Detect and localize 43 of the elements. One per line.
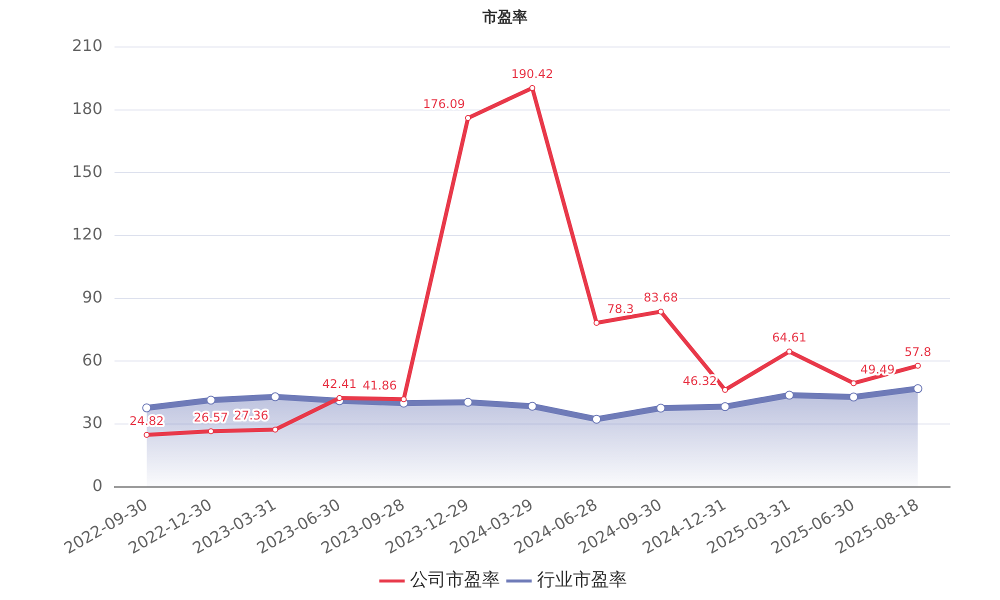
point: [850, 380, 857, 386]
point: [914, 362, 921, 369]
data-label: 57.8: [904, 344, 932, 359]
chart-title: 市盈率: [482, 8, 528, 26]
point: [142, 403, 152, 412]
data-label: 24.82: [129, 414, 164, 428]
point: [784, 390, 794, 400]
point: [465, 115, 472, 122]
point: [270, 392, 280, 402]
point: [722, 386, 728, 393]
point: [400, 396, 407, 402]
point: [272, 426, 278, 433]
data-label: 190.42: [511, 67, 554, 82]
point: [913, 384, 922, 394]
data-label: 64.61: [772, 330, 807, 345]
data-label: 42.41: [322, 377, 357, 392]
point: [720, 402, 730, 412]
data-label: 41.86: [362, 378, 397, 392]
y-tick-label: 150: [72, 162, 103, 181]
point: [206, 396, 216, 405]
point: [528, 402, 537, 411]
y-tick-label: 90: [82, 288, 103, 307]
legend-label: 行业市盈率: [537, 570, 627, 591]
point: [336, 395, 342, 402]
data-label: 78.3: [607, 302, 634, 316]
point: [592, 414, 602, 424]
point: [656, 404, 666, 413]
y-tick-label: 60: [82, 350, 103, 370]
data-label: 27.36: [234, 408, 268, 423]
y-tick-label: 30: [82, 413, 103, 432]
point: [849, 392, 858, 402]
data-label: 49.49: [860, 362, 895, 376]
y-tick-label: 0: [92, 476, 103, 496]
data-label: 26.57: [194, 410, 228, 424]
data-label: 83.68: [644, 290, 678, 305]
y-tick-label: 210: [72, 36, 103, 56]
data-label: 176.09: [423, 97, 466, 112]
point: [658, 308, 664, 315]
data-label: 46.32: [682, 374, 718, 388]
y-tick-label: 180: [72, 98, 103, 118]
y-tick-label: 120: [72, 224, 103, 244]
legend-label: 公司市盈率: [410, 570, 500, 591]
point: [786, 348, 792, 355]
